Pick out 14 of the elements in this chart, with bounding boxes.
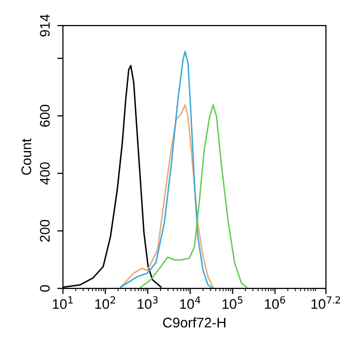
x-tick-label: 10$^{3}$ (138, 296, 158, 309)
x-tick-label: 10$^{5}$ (222, 296, 242, 309)
x-tick-label: 10$^{1}$ (52, 296, 73, 309)
y-axis-title: Count (21, 138, 32, 175)
x-tick-label: 10$^{4}$ (180, 296, 200, 309)
x-tick-label: 10$^{2}$ (95, 296, 116, 309)
x-axis-title: C9orf72-H (163, 317, 226, 328)
y-tick-label: 200 (40, 220, 50, 242)
y-tick-label: 0 (40, 285, 50, 292)
y-tick-label: 914 (40, 14, 50, 36)
x-tick-label: 10$^{7.2}$ (312, 296, 340, 309)
y-tick-label: 400 (40, 162, 50, 185)
y-tick-label: 600 (40, 104, 50, 127)
x-tick-label: 10$^{6}$ (264, 296, 286, 309)
